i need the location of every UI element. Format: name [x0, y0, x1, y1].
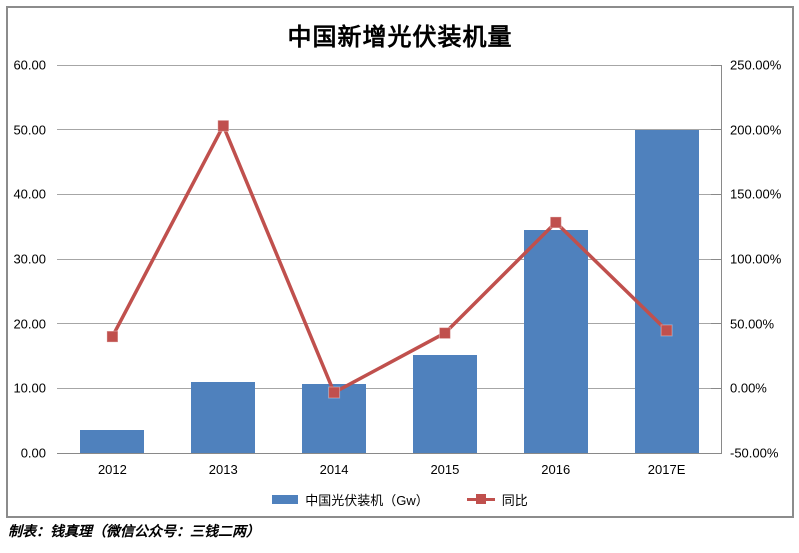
line-marker: [660, 324, 673, 337]
legend-label-line: 同比: [501, 493, 528, 508]
y-axis-label-left: 0.00: [20, 445, 46, 461]
right-axis-line: [721, 65, 722, 453]
y-axis-label-left: 50.00: [13, 122, 46, 138]
gridline: [57, 452, 722, 454]
x-axis-label: 2016: [541, 462, 571, 477]
right-axis-tick: [711, 193, 722, 195]
gridline: [57, 193, 722, 195]
y-axis-label-right: 50.00%: [730, 316, 775, 332]
line-marker: [106, 330, 119, 343]
chart-frame: 中国新增光伏装机量 2012 2013 2014 2015 2016 2017E 中国光伏…: [6, 6, 794, 518]
y-axis-label-left: 20.00: [13, 316, 46, 332]
gridline: [57, 129, 722, 131]
bar: [191, 382, 256, 453]
y-axis-label-right: 200.00%: [730, 122, 782, 138]
x-axis-label: 2017E: [647, 462, 686, 477]
line-series-swatch-icon: [466, 494, 495, 505]
y-axis-label-right: 0.00%: [730, 380, 767, 396]
bar: [412, 355, 477, 453]
legend-item-line: 同比: [466, 490, 528, 509]
chart-legend: 中国光伏装机（Gw） 同比: [8, 490, 792, 509]
y-axis-label-left: 10.00: [13, 380, 46, 396]
x-axis-label: 2015: [430, 462, 460, 477]
right-axis-tick: [711, 387, 722, 389]
right-axis-tick: [711, 452, 722, 454]
bar: [80, 429, 145, 453]
y-axis-label-right: 150.00%: [730, 186, 782, 202]
line-marker: [549, 216, 562, 229]
right-axis-tick: [711, 64, 722, 66]
y-axis-label-right: -50.00%: [730, 445, 779, 461]
bar: [523, 229, 588, 453]
legend-label-bars: 中国光伏装机（Gw）: [305, 493, 429, 508]
y-axis-label-left: 60.00: [13, 57, 46, 73]
right-axis-tick: [711, 323, 722, 325]
chart-title: 中国新增光伏装机量: [287, 22, 513, 51]
line-swatch-marker: [475, 494, 486, 504]
line-marker: [217, 119, 230, 132]
bar: [634, 129, 699, 453]
line-marker: [328, 386, 341, 399]
right-axis-tick: [711, 129, 722, 131]
y-axis-label-left: 30.00: [13, 251, 46, 267]
y-axis-label-right: 250.00%: [730, 57, 782, 73]
line-marker: [438, 327, 451, 340]
y-axis-label-right: 100.00%: [730, 251, 782, 267]
legend-item-bars: 中国光伏装机（Gw）: [272, 490, 429, 509]
line-series-path: [110, 121, 668, 395]
gridline: [57, 323, 722, 325]
y-axis-label-left: 40.00: [13, 186, 46, 202]
bar-series-swatch-icon: [272, 495, 299, 504]
gridline: [57, 258, 722, 260]
right-axis-tick: [711, 258, 722, 260]
gridline: [57, 387, 722, 389]
x-axis-label: 2013: [208, 462, 238, 477]
x-axis-label: 2012: [97, 462, 127, 477]
line-series-svg: [106, 119, 673, 399]
plot-area: 2012 2013 2014 2015 2016 2017E: [57, 64, 722, 477]
gridline: [57, 64, 722, 66]
footer-credit: 制表：钱真理（微信公众号：三钱二两）: [8, 524, 260, 540]
x-axis-label: 2014: [319, 462, 349, 477]
